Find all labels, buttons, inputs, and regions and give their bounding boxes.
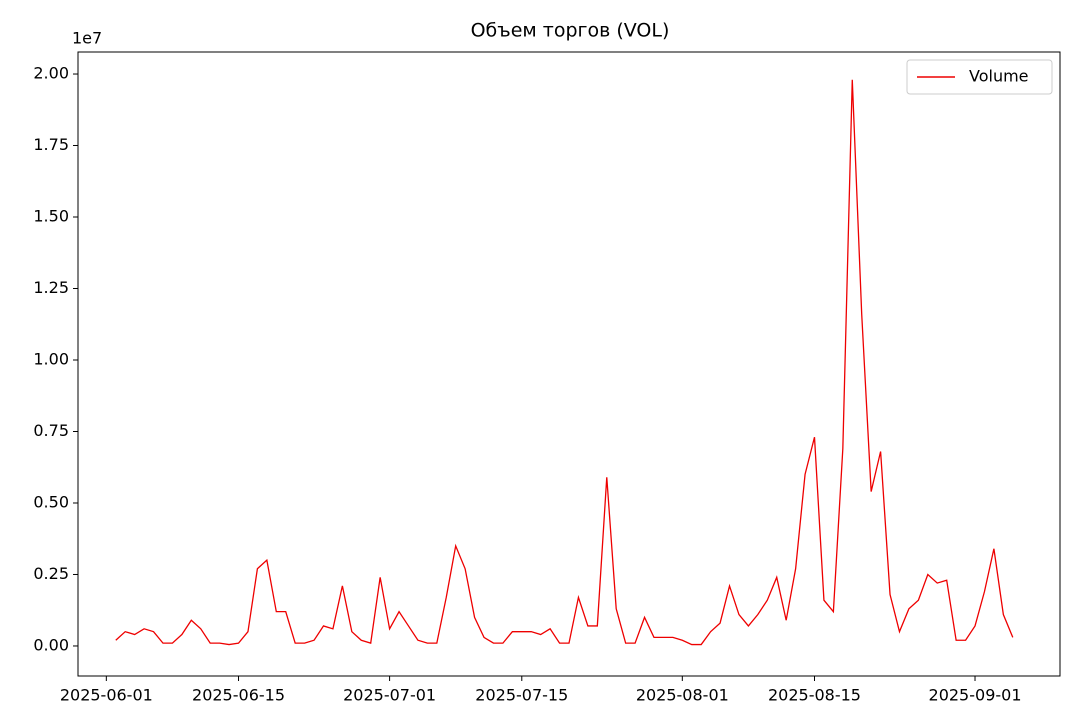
y-tick-label: 1.75 xyxy=(33,135,69,154)
y-tick-label: 2.00 xyxy=(33,64,69,83)
y-tick-label: 0.75 xyxy=(33,421,69,440)
x-tick-label: 2025-06-01 xyxy=(60,686,153,705)
y-tick-label: 1.25 xyxy=(33,278,69,297)
y-offset-label: 1e7 xyxy=(72,29,102,48)
y-tick-label: 1.00 xyxy=(33,349,69,368)
plot-frame xyxy=(77,51,1061,677)
y-tick-label: 1.50 xyxy=(33,207,69,226)
x-tick-label: 2025-07-01 xyxy=(343,686,436,705)
x-tick-label: 2025-06-15 xyxy=(192,686,285,705)
x-tick-label: 2025-07-15 xyxy=(475,686,568,705)
data-line xyxy=(115,79,1014,646)
y-tick-label: 0.00 xyxy=(33,635,69,654)
legend-box xyxy=(906,59,1053,95)
x-tick-label: 2025-08-01 xyxy=(636,686,729,705)
x-tick-label: 2025-09-01 xyxy=(929,686,1022,705)
legend-label: Volume xyxy=(969,67,1029,86)
y-tick-label: 0.25 xyxy=(33,564,69,583)
x-tick-label: 2025-08-15 xyxy=(768,686,861,705)
chart-title: Объем торгов (VOL) xyxy=(471,20,670,42)
y-tick-label: 0.50 xyxy=(33,492,69,511)
